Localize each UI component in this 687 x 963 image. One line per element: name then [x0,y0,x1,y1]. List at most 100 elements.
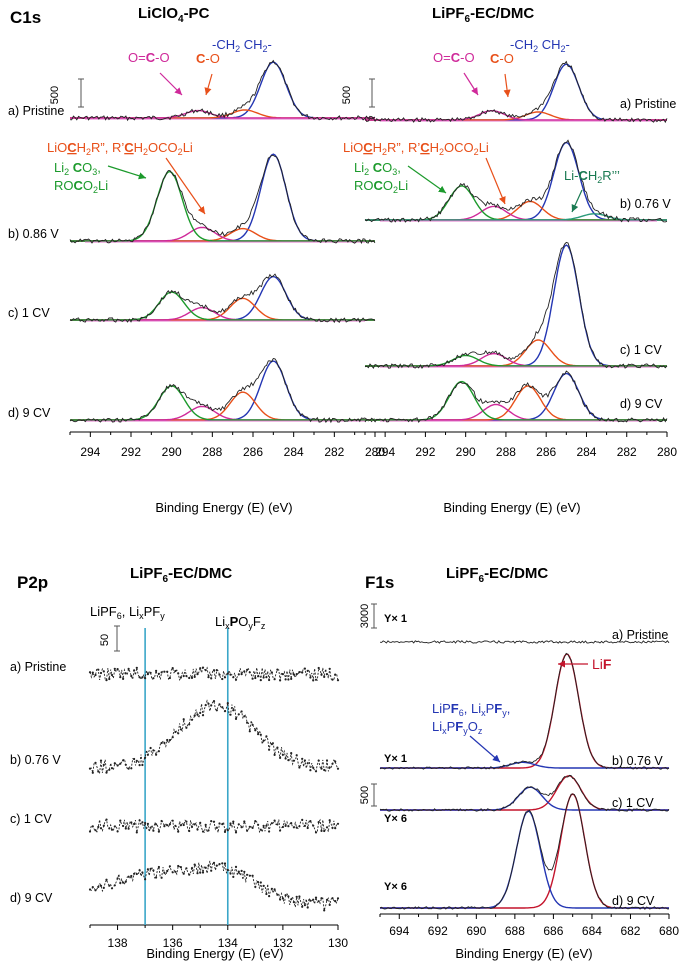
data-series-line [69,273,376,324]
x-tick-label: 294 [80,445,100,459]
x-tick-label: 286 [536,445,556,459]
intensity-multiplier: Y× 1 [384,613,407,625]
data-point [226,702,229,705]
annotation-alkyl-carbonate: ROCO2Li [54,178,108,195]
data-point [279,679,282,682]
data-point [149,671,152,674]
data-point [188,873,191,876]
annotation-ch2: -CH2 CH2- [510,37,570,54]
data-point [295,826,298,829]
data-series-line [364,60,668,124]
data-point [207,676,210,679]
data-point [182,823,185,827]
data-point [160,671,163,674]
data-point [254,820,257,823]
x-tick-label: 682 [620,924,640,938]
data-point [105,771,108,774]
fit-component-line [70,385,375,421]
data-point [116,668,119,671]
data-point [323,768,326,772]
data-series-line [379,774,670,812]
data-point [160,876,163,879]
data-point [237,823,240,826]
data-point [212,700,216,703]
data-point [99,884,103,887]
data-point [312,766,315,769]
data-point [110,828,114,831]
fit-component-line [70,291,375,321]
data-point [226,672,229,675]
data-point [210,869,213,872]
data-point [157,672,160,675]
data-point [110,673,114,677]
data-point [221,677,224,681]
data-point [133,822,136,826]
chart-title-lipf6-c1s: LiPF6-EC/DMC [432,5,534,25]
data-point [306,669,309,673]
chart-title-lipf6-p2p: LiPF6-EC/DMC [130,565,232,585]
data-point [221,706,224,709]
data-point [171,819,174,822]
x-tick-label: 680 [659,924,679,938]
data-point [273,819,276,822]
data-point [188,829,191,833]
data-point [149,867,152,871]
data-point [127,667,130,671]
data-point [207,829,210,832]
data-point [185,674,188,678]
data-point [88,671,92,674]
data-point [229,713,232,716]
data-point [325,759,329,762]
data-point [135,666,138,669]
data-series-line [364,241,668,369]
data-point [303,759,306,762]
data-point [237,870,240,873]
chart-title-liclo4-pc: LiClO4-PC [138,5,210,25]
trace-label: a) Pristine [10,660,66,674]
data-point [276,823,279,826]
trace-label: b) 0.76 V [10,753,61,767]
x-tick-label: 136 [163,936,183,950]
data-point [168,865,171,868]
panel-label-p2p: P2p [17,573,48,592]
data-point [155,876,158,879]
data-point [279,829,282,832]
data-point [174,669,177,673]
data-point [113,667,116,670]
data-point [312,679,315,682]
data-point [141,821,144,824]
data-point [174,730,177,734]
annotation-ester: O=C-O [433,50,475,65]
data-point [334,900,337,903]
data-point [144,756,147,759]
annotation-carbonate: Li2 CO3, [354,160,401,177]
data-point [91,771,94,774]
data-point [122,881,125,884]
annotations-p2p: LiPF6, LixPFy LixPOyFz [90,604,266,631]
data-point [141,871,144,874]
data-point [97,668,100,671]
data-point [124,672,127,675]
data-point [279,756,282,760]
data-point [309,899,312,902]
fit-component-line [380,653,669,769]
data-point [325,898,329,902]
data-point [232,709,235,712]
data-point [279,898,282,901]
data-point [188,676,191,680]
data-point [251,723,254,726]
trace-label: d) 9 CV [612,894,655,908]
data-point [334,827,337,830]
data-point [246,829,249,832]
data-point [276,746,279,749]
trace-label: b) 0.76 V [620,197,671,211]
data-point [141,763,144,767]
data-point [246,668,249,671]
data-point [226,868,229,872]
data-point [97,825,100,829]
data-point [102,886,105,890]
data-point [234,717,238,721]
data-point [130,874,133,878]
data-point [110,887,114,890]
data-point [331,826,334,830]
